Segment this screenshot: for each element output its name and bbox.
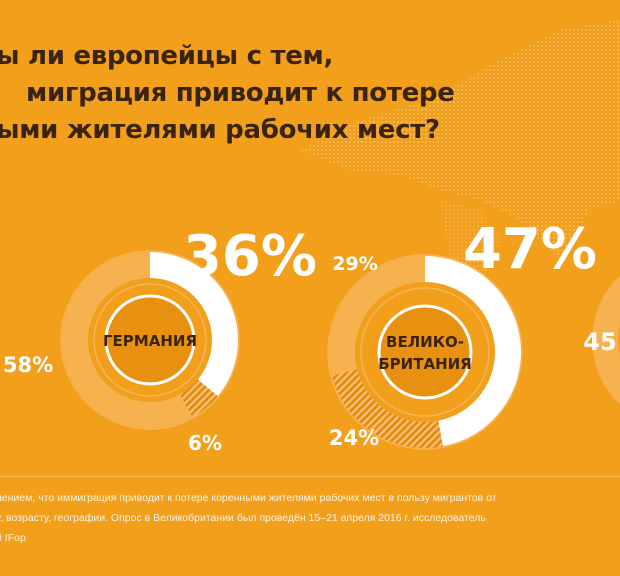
donut-data-label: 24% — [329, 426, 379, 450]
footnote-line-2: у, возрасту, географии. Опрос в Великобр… — [0, 512, 486, 524]
donut-outer-outline — [60, 250, 240, 430]
donut-data-label: 45 — [583, 328, 616, 356]
donut-center-circle — [377, 304, 473, 400]
donut-center-label: ВЕЛИКО- — [386, 333, 464, 351]
title-line-2: миграция приводит к потере — [26, 78, 455, 108]
donut-segment-1 — [150, 252, 238, 397]
map-continent-shape — [300, 20, 620, 260]
donut-chart-2: ВЕЛИКО- БРИТАНИЯ 47% 24% 29% — [327, 217, 597, 450]
donut-chart-3: 45 — [583, 275, 620, 405]
title-line-3: ыми жителями рабочих мест? — [0, 115, 440, 145]
donut-data-label: 36% — [183, 224, 317, 289]
donut-inner-outline — [93, 283, 207, 397]
chart-title: ы ли европейцы с тем, миграция приводит … — [0, 38, 516, 149]
donut-data-label: 6% — [188, 431, 222, 455]
donut-segment-2 — [179, 379, 218, 418]
donut-data-label: 47% — [463, 217, 597, 282]
donut-segment-1 — [425, 256, 522, 447]
donut-chart-1: ГЕРМАНИЯ 36% 6% 58% — [3, 224, 317, 455]
divider — [0, 476, 620, 477]
donut-inner-outline — [360, 287, 490, 417]
donut-outer-outline — [327, 254, 523, 450]
donut-center-label: БРИТАНИЯ — [378, 355, 471, 373]
footnote-line-1: нением, что иммиграция приводит к потере… — [0, 492, 497, 504]
donut-center-circle — [104, 294, 196, 386]
title-line-1: ы ли европейцы с тем, — [0, 41, 334, 71]
donut-data-label: 58% — [3, 353, 53, 377]
footnote-line-3: й IFop — [0, 532, 26, 544]
donut-data-label: 29% — [332, 253, 377, 275]
donut-center-label: ГЕРМАНИЯ — [103, 332, 197, 350]
donut-segment-2 — [332, 369, 443, 449]
donut-ring-track — [592, 275, 620, 405]
footnote: нением, что иммиграция приводит к потере… — [0, 488, 620, 548]
